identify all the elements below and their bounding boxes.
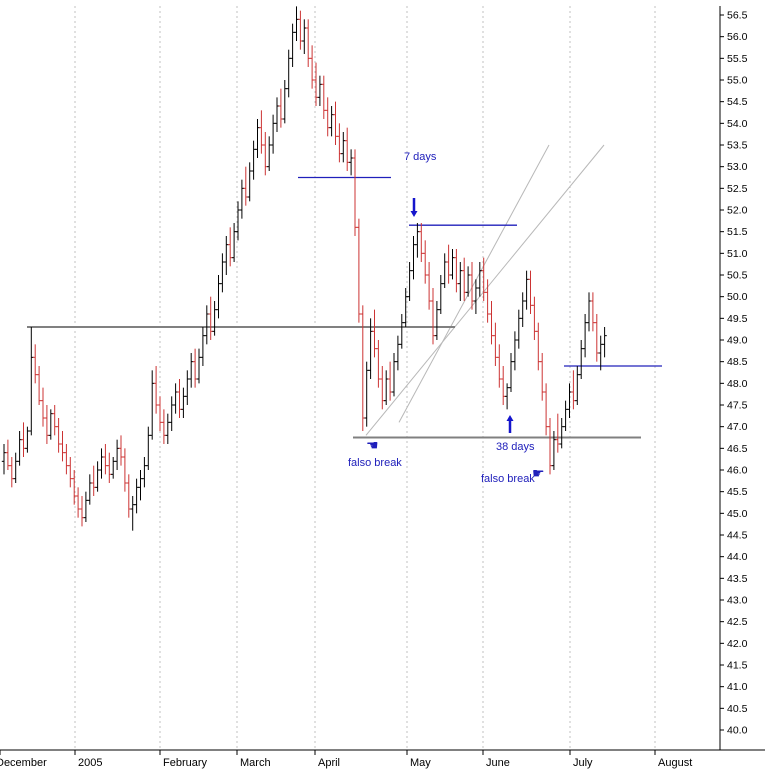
annotation-text: falso break [348, 457, 402, 469]
y-tick-label: 52.0 [727, 205, 748, 217]
y-tick-label: 45.0 [727, 508, 748, 520]
y-axis-scale: 56.5 56.0 55.5 55.0 54.5 54.0 53.5 53.0 52.5 52.0… [720, 10, 748, 737]
y-tick-label: 40.0 [727, 725, 748, 737]
month-label: August [658, 757, 692, 769]
y-tick-label: 45.5 [727, 486, 748, 498]
y-tick-label: 56.5 [727, 10, 748, 22]
y-tick-label: 41.5 [727, 660, 748, 672]
ohlc-bars [1, 6, 607, 531]
y-tick-label: 41.0 [727, 681, 748, 693]
y-tick-label: 55.5 [727, 53, 748, 65]
trendlines [365, 144, 605, 436]
y-tick-label: 44.0 [727, 551, 748, 563]
y-tick-label: 54.0 [727, 118, 748, 130]
annotation-text: 38 days [496, 441, 535, 453]
y-tick-label: 54.5 [727, 96, 748, 108]
y-tick-label: 55.0 [727, 75, 748, 87]
y-tick-label: 44.5 [727, 530, 748, 542]
y-tick-label: 49.0 [727, 335, 748, 347]
y-tick-label: 40.5 [727, 703, 748, 715]
annotation-text: 7 days [404, 151, 437, 163]
y-tick-label: 49.5 [727, 313, 748, 325]
y-tick-label: 42.5 [727, 616, 748, 628]
rising-trendline-shallow [365, 144, 605, 436]
y-tick-label: 53.5 [727, 140, 748, 152]
y-tick-label: 50.0 [727, 291, 748, 303]
y-tick-label: 51.5 [727, 226, 748, 238]
pointing-hand-icon: ☛ [532, 465, 545, 481]
y-tick-label: 48.5 [727, 356, 748, 368]
month-label: 2005 [78, 757, 102, 769]
month-label: June [486, 757, 510, 769]
y-tick-label: 42.0 [727, 638, 748, 650]
y-tick-label: 48.0 [727, 378, 748, 390]
y-tick-label: 53.0 [727, 161, 748, 173]
annotation-text: falso break [481, 473, 535, 485]
y-tick-label: 56.0 [727, 31, 748, 43]
horizontal-lines [27, 176, 662, 439]
month-label: December [0, 757, 47, 769]
y-tick-label: 47.0 [727, 421, 748, 433]
month-label: February [163, 757, 208, 769]
y-tick-label: 43.5 [727, 573, 748, 585]
month-label: May [410, 757, 431, 769]
month-gridlines [74, 6, 656, 750]
x-axis-labels: December 2005 February March April May June Jul… [0, 750, 692, 769]
y-tick-label: 51.0 [727, 248, 748, 260]
month-label: July [573, 757, 593, 769]
y-tick-label: 43.0 [727, 595, 748, 607]
rising-trendline-steep [398, 144, 550, 423]
y-tick-label: 46.0 [727, 465, 748, 477]
y-tick-label: 47.5 [727, 400, 748, 412]
pointing-hand-icon: ☚ [366, 437, 379, 453]
month-label: March [240, 757, 271, 769]
up-arrowhead-icon [506, 415, 514, 421]
month-label: April [318, 757, 340, 769]
y-tick-label: 46.5 [727, 443, 748, 455]
down-arrowhead-icon [410, 211, 418, 217]
y-tick-label: 50.5 [727, 270, 748, 282]
y-tick-label: 52.5 [727, 183, 748, 195]
annotations: 7 days falso break 38 days falso break ☚ ☛ [348, 151, 545, 485]
